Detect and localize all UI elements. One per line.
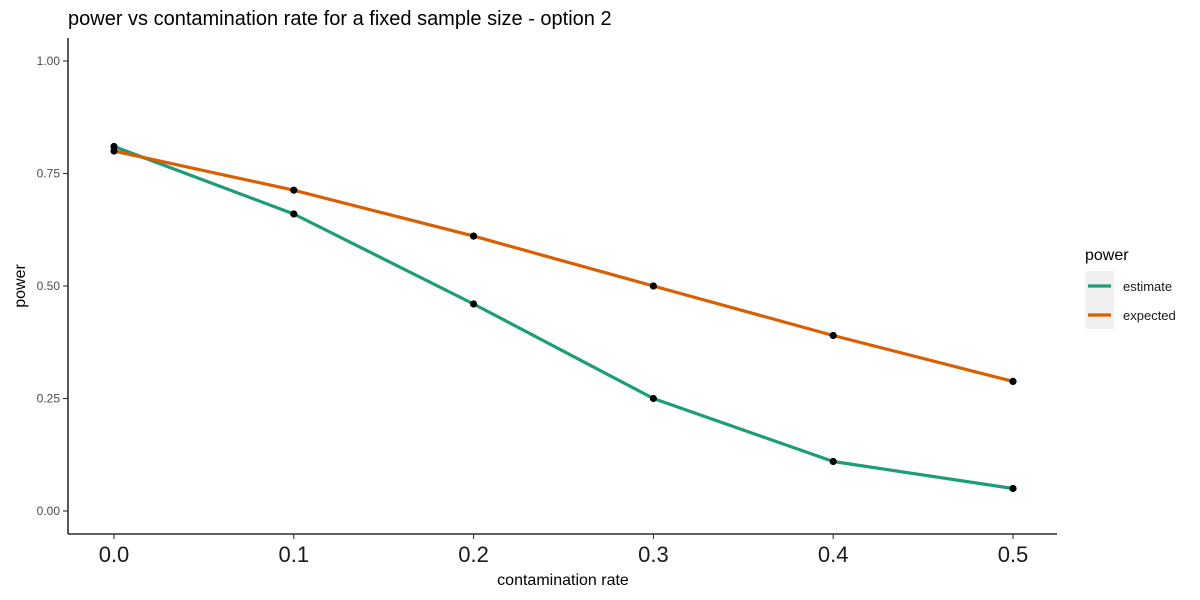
y-tick-label: 0.75 xyxy=(37,167,61,181)
data-point-estimate xyxy=(829,457,837,466)
series-line-estimate xyxy=(113,145,1014,491)
x-tick-label: 0.4 xyxy=(818,542,849,567)
legend: power estimate expected xyxy=(1085,247,1176,329)
x-tick-label: 0.2 xyxy=(458,542,489,567)
data-point-estimate xyxy=(290,210,298,218)
x-tick-label: 0.5 xyxy=(998,542,1029,567)
x-tick-label: 0.0 xyxy=(99,542,130,567)
y-ticks: 0.00 0.25 0.50 0.75 1.00 xyxy=(37,54,68,518)
legend-label-expected: expected xyxy=(1123,308,1176,323)
y-tick-label: 0.00 xyxy=(37,504,61,518)
data-point-expected xyxy=(1009,377,1017,385)
x-tick-label: 0.3 xyxy=(638,542,669,567)
data-point-expected xyxy=(110,147,118,155)
legend-title: power xyxy=(1085,247,1129,264)
plot-area xyxy=(110,142,1017,493)
data-point-expected xyxy=(290,186,298,194)
data-point-estimate xyxy=(649,394,658,403)
x-ticks: 0.0 0.1 0.2 0.3 0.4 0.5 xyxy=(99,534,1029,567)
data-point-estimate xyxy=(1009,484,1017,493)
y-tick-label: 0.50 xyxy=(37,279,61,293)
legend-label-estimate: estimate xyxy=(1123,279,1172,294)
x-axis-title: contamination rate xyxy=(497,572,629,589)
y-tick-label: 1.00 xyxy=(37,54,61,68)
data-point-estimate xyxy=(470,300,478,308)
x-tick-label: 0.1 xyxy=(279,542,310,567)
data-point-expected xyxy=(470,232,478,240)
data-point-expected xyxy=(829,331,837,340)
data-point-expected xyxy=(649,282,658,290)
legend-key-background xyxy=(1085,271,1114,329)
y-axis-title: power xyxy=(12,264,29,308)
series-line-expected xyxy=(113,149,1014,383)
chart-title: power vs contamination rate for a fixed … xyxy=(68,8,612,30)
y-tick-label: 0.25 xyxy=(37,392,61,406)
